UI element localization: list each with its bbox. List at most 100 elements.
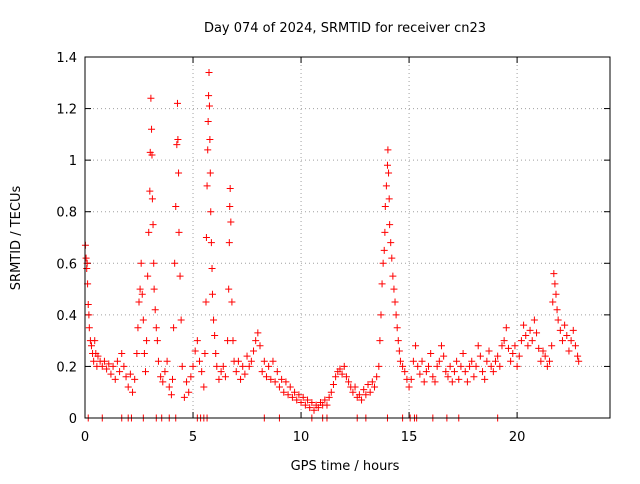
data-point: [225, 239, 233, 247]
data-point: [548, 342, 556, 350]
data-point: [502, 324, 510, 332]
data-point: [91, 337, 99, 345]
data-point: [381, 203, 389, 211]
data-point: [150, 259, 158, 267]
data-point: [306, 404, 314, 412]
data-point: [172, 203, 180, 211]
data-point: [100, 357, 108, 365]
data-point: [377, 311, 385, 319]
data-point: [136, 285, 144, 293]
data-point: [169, 375, 176, 383]
data-point: [407, 375, 415, 383]
data-point: [126, 370, 134, 378]
y-tick-label: 0: [69, 412, 77, 427]
data-point: [196, 357, 204, 365]
data-point: [399, 362, 407, 370]
data-point: [203, 182, 211, 190]
data-point: [201, 350, 209, 358]
data-point: [416, 370, 424, 378]
data-point: [177, 316, 185, 324]
data-point: [420, 378, 428, 386]
data-point: [483, 357, 491, 365]
data-point: [187, 373, 195, 381]
data-point: [175, 228, 183, 236]
data-point: [437, 342, 445, 350]
data-point: [250, 347, 258, 355]
data-point: [213, 362, 221, 370]
data-point: [528, 337, 536, 345]
data-point: [386, 221, 394, 229]
data-point: [149, 221, 157, 229]
data-point: [371, 383, 379, 391]
data-point: [111, 375, 119, 383]
data-point: [241, 370, 249, 378]
data-point: [180, 393, 188, 401]
data-point: [221, 373, 229, 381]
data-point: [507, 357, 515, 365]
data-point: [375, 362, 383, 370]
data-point: [435, 357, 443, 365]
data-point: [113, 357, 121, 365]
data-point: [148, 195, 156, 203]
data-point: [103, 365, 111, 373]
data-point: [200, 383, 208, 391]
data-point: [210, 316, 218, 324]
data-point: [299, 393, 307, 401]
data-point: [90, 357, 98, 365]
data-point: [535, 344, 543, 352]
data-point: [198, 368, 206, 376]
data-point: [170, 324, 178, 332]
data-point: [450, 368, 458, 376]
data-point: [567, 337, 575, 345]
data-point: [211, 331, 219, 339]
data-point: [325, 393, 333, 401]
data-point: [396, 357, 404, 365]
data-point: [273, 368, 281, 376]
data-point: [539, 347, 547, 355]
data-point: [461, 368, 469, 376]
data-point: [338, 370, 346, 378]
data-point: [304, 396, 312, 404]
data-point: [476, 352, 484, 360]
data-point: [208, 290, 216, 298]
data-point: [387, 239, 395, 247]
data-point: [472, 362, 480, 370]
data-point: [280, 388, 288, 396]
data-point: [509, 350, 517, 358]
data-point: [258, 368, 266, 376]
data-point: [489, 368, 497, 376]
data-point: [310, 406, 318, 414]
data-point: [94, 352, 102, 360]
data-point: [267, 375, 275, 383]
data-point: [511, 342, 519, 350]
data-point: [323, 401, 331, 409]
y-tick-label: 1.2: [56, 103, 77, 118]
data-point: [575, 357, 583, 365]
data-point: [204, 117, 212, 125]
data-point: [498, 342, 506, 350]
data-point: [513, 362, 521, 370]
data-point: [247, 357, 255, 365]
axis-ticks: 0 0.2 0.4 0.6 0.8 1 1.2 1.4 0 5 10 15 20: [56, 51, 610, 445]
data-point: [144, 272, 152, 280]
x-tick-label: 15: [401, 430, 418, 445]
data-point: [485, 347, 493, 355]
data-point: [176, 272, 184, 280]
data-point: [385, 195, 393, 203]
data-point: [120, 362, 128, 370]
data-point: [308, 399, 316, 407]
data-point: [262, 373, 270, 381]
data-point: [237, 375, 245, 383]
data-point: [541, 352, 549, 360]
data-point: [151, 306, 159, 314]
data-point: [118, 350, 126, 358]
data-point: [269, 357, 277, 365]
data-point: [571, 342, 579, 350]
data-point: [275, 383, 283, 391]
data-point: [284, 391, 292, 399]
data-point: [533, 329, 541, 337]
grid: [85, 57, 610, 418]
y-tick-label: 1.4: [56, 51, 77, 66]
data-point: [207, 208, 215, 216]
